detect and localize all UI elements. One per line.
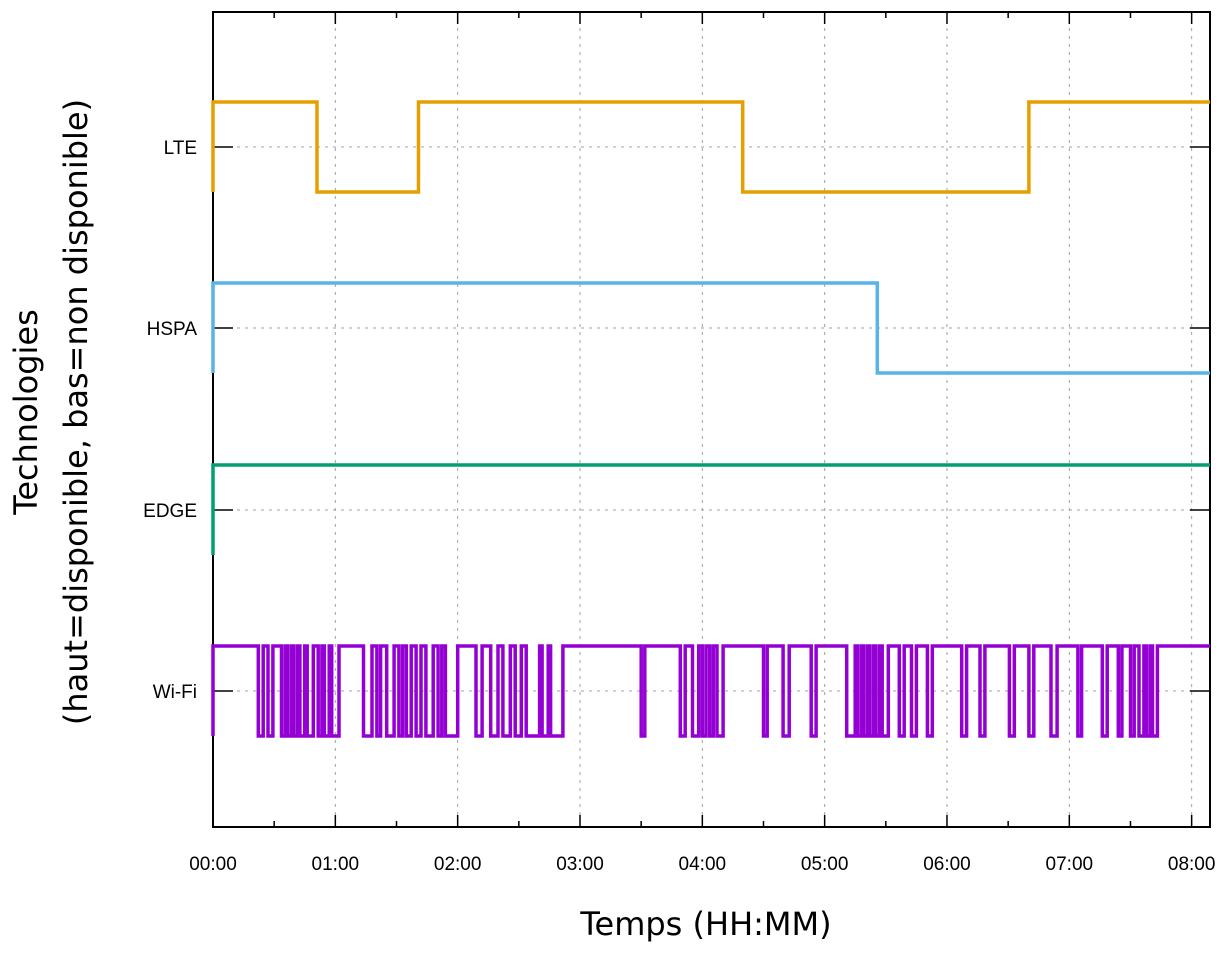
plot-frame xyxy=(212,11,1211,828)
series-lines xyxy=(211,100,1210,738)
y-axis-title-line1: Technologies xyxy=(7,309,45,516)
y-tick-label: LTE xyxy=(164,138,197,159)
y-tick-label: EDGE xyxy=(143,501,197,522)
x-tick-label: 07:00 xyxy=(1046,854,1094,875)
x-tick-label: 01:00 xyxy=(312,854,360,875)
grid-lines xyxy=(213,12,1210,827)
x-tick-labels: 00:00 01:00 02:00 03:00 04:00 05:00 06:00 07:00… xyxy=(189,854,1215,875)
y-tick-label: Wi-Fi xyxy=(153,682,197,703)
series-line-edge xyxy=(211,463,1210,555)
axis-ticks xyxy=(212,12,1210,827)
series-line-lte xyxy=(211,100,1210,194)
series-line-wi-fi xyxy=(211,644,1210,738)
x-tick-label: 06:00 xyxy=(923,854,971,875)
y-axis-title-line2: (haut=disponible, bas=non disponible) xyxy=(57,99,95,725)
x-tick-label: 02:00 xyxy=(434,854,482,875)
x-tick-label: 03:00 xyxy=(556,854,604,875)
x-tick-label: 08:00 xyxy=(1168,854,1216,875)
x-tick-label: 04:00 xyxy=(679,854,727,875)
x-tick-label: 00:00 xyxy=(189,854,237,875)
x-tick-label: 05:00 xyxy=(801,854,849,875)
y-tick-labels: LTE HSPA EDGE Wi-Fi xyxy=(143,138,197,703)
y-tick-label: HSPA xyxy=(147,319,198,340)
series-line-hspa xyxy=(211,281,1210,375)
x-axis-title: Temps (HH:MM) xyxy=(579,905,831,943)
